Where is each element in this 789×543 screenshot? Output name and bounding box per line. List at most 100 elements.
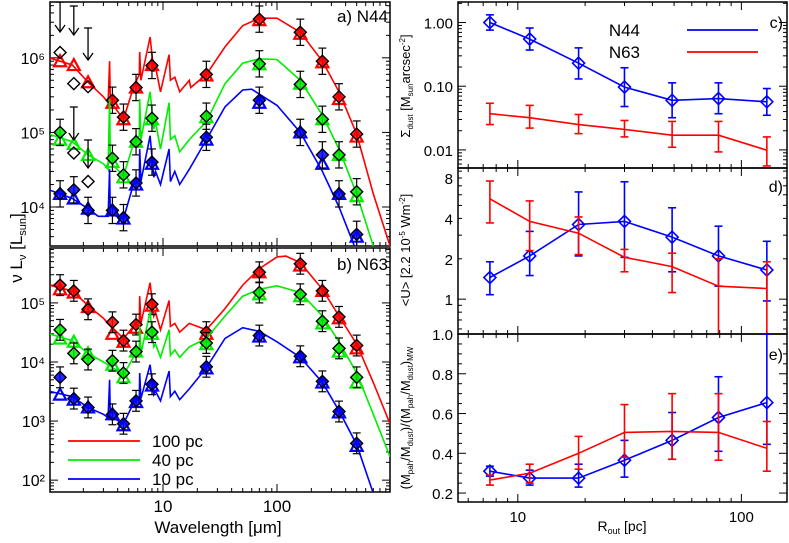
observed-diamond bbox=[53, 322, 68, 337]
y-tick-label: 10⁵ bbox=[21, 125, 45, 142]
y-tick-label: 10⁴ bbox=[20, 200, 45, 217]
data-point-diamond bbox=[759, 94, 774, 109]
series-N63 bbox=[485, 392, 771, 486]
observed-diamond bbox=[66, 283, 81, 298]
left-ylabel: ν Lν [Lsun] bbox=[7, 213, 29, 283]
observed-diamond bbox=[144, 155, 159, 170]
y-ticks bbox=[458, 333, 787, 494]
x-ticks bbox=[467, 334, 742, 502]
observed-diamond bbox=[315, 374, 330, 389]
legend-label: N63 bbox=[609, 43, 640, 62]
plot-frame bbox=[49, 1, 391, 247]
observed-diamond bbox=[105, 203, 120, 218]
data-point-diamond bbox=[664, 230, 680, 245]
panel-label: e) bbox=[769, 347, 783, 364]
upper-limit-arrow bbox=[82, 27, 94, 62]
observed-diamond bbox=[315, 147, 330, 162]
model-sed-line bbox=[50, 326, 374, 492]
observed-diamond bbox=[66, 145, 81, 160]
observed-diamond bbox=[332, 309, 347, 324]
observed-diamond bbox=[81, 174, 96, 189]
plot-area bbox=[482, 14, 774, 167]
data-point-diamond bbox=[522, 471, 537, 486]
observed-diamond bbox=[349, 370, 364, 385]
observed-diamond bbox=[293, 77, 308, 92]
upper-limit-arrow bbox=[68, 106, 80, 142]
y-ticks bbox=[50, 249, 390, 490]
observed-diamond bbox=[144, 325, 159, 340]
y-tick-label: 0.01 bbox=[424, 143, 453, 160]
series-40pc bbox=[50, 50, 375, 246]
x-tick-label: 10 bbox=[154, 497, 173, 516]
data-point-diamond bbox=[617, 453, 632, 468]
observed-diamond bbox=[53, 186, 68, 201]
x-ticks bbox=[467, 2, 742, 168]
y-tick-label: 0.10 bbox=[424, 79, 453, 96]
upper-limit-arrow bbox=[68, 5, 80, 37]
arrow-head bbox=[82, 52, 94, 62]
plot-frame bbox=[49, 247, 391, 493]
observed-diamond bbox=[53, 125, 68, 140]
observed-diamond bbox=[81, 302, 96, 317]
observed-diamond bbox=[144, 111, 159, 126]
y-tick-label: 10³ bbox=[22, 414, 46, 431]
arrow-head bbox=[68, 132, 80, 142]
observed-diamond bbox=[81, 79, 96, 94]
y-ticks bbox=[458, 2, 787, 165]
series-10pc bbox=[50, 324, 374, 492]
model-band-triangle bbox=[80, 73, 96, 89]
y-tick-label: 0.2 bbox=[432, 486, 453, 503]
plot-frame bbox=[457, 167, 788, 335]
right-xlabel: Rout [pc] bbox=[597, 518, 646, 536]
model-band-triangle bbox=[65, 135, 82, 151]
x-tick-label: 100 bbox=[263, 497, 291, 516]
observed-diamond bbox=[116, 333, 131, 348]
observed-diamond bbox=[129, 393, 144, 408]
observed-diamond bbox=[293, 287, 308, 302]
series-10pc bbox=[50, 86, 365, 246]
observed-diamond bbox=[293, 125, 308, 140]
observed-diamond bbox=[81, 352, 96, 367]
observed-diamond bbox=[332, 404, 347, 419]
x-tick-label: 10 bbox=[509, 509, 526, 526]
panel-label: d) bbox=[769, 179, 783, 196]
model-sed-line bbox=[50, 57, 375, 246]
y-tick-label: 8 bbox=[445, 171, 453, 188]
observed-diamond bbox=[116, 416, 131, 431]
model-sed-line bbox=[50, 88, 356, 246]
observed-diamond bbox=[315, 54, 330, 69]
series-100pc bbox=[50, 5, 390, 246]
observed-diamond bbox=[144, 297, 159, 312]
series-N63 bbox=[485, 102, 771, 167]
observed-diamond bbox=[144, 58, 159, 73]
series-line bbox=[489, 112, 768, 151]
observed-diamond bbox=[252, 328, 267, 343]
data-point-diamond bbox=[759, 395, 774, 410]
observed-diamond bbox=[116, 110, 131, 125]
model-sed-line bbox=[50, 17, 390, 246]
data-point-diamond bbox=[617, 214, 632, 229]
observed-diamond bbox=[129, 80, 144, 95]
observed-diamond bbox=[53, 278, 68, 293]
observed-diamond bbox=[252, 56, 267, 71]
observed-diamond bbox=[332, 341, 347, 356]
data-point-diamond bbox=[571, 56, 586, 71]
observed-diamond bbox=[199, 67, 214, 82]
d-ylabel: <U> [2.2 10-5 Wm-2] bbox=[398, 194, 413, 307]
observed-diamond bbox=[66, 391, 81, 406]
observed-diamond bbox=[105, 407, 120, 422]
observed-diamond bbox=[81, 400, 96, 415]
observed-diamond bbox=[116, 210, 131, 225]
observed-diamond bbox=[252, 285, 267, 300]
arrow-head bbox=[82, 160, 94, 170]
upper-limit-arrow bbox=[82, 139, 94, 170]
observed-diamond bbox=[116, 167, 131, 182]
observed-diamond bbox=[199, 130, 214, 145]
plot-area bbox=[482, 180, 774, 334]
observed-diamond bbox=[53, 45, 68, 60]
model-band-triangle bbox=[52, 330, 68, 345]
